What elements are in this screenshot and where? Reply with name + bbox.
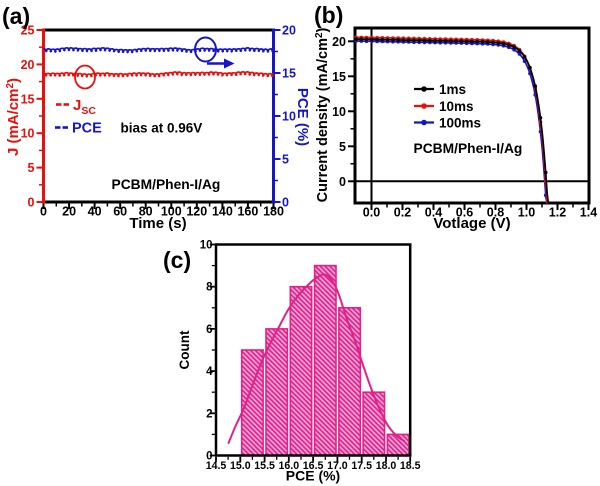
svg-text:0: 0 — [206, 451, 212, 463]
svg-text:10: 10 — [21, 127, 35, 141]
svg-text:16.0: 16.0 — [278, 460, 299, 472]
svg-text:1.4: 1.4 — [580, 206, 597, 220]
svg-text:25: 25 — [21, 24, 35, 38]
svg-text:160: 160 — [237, 205, 258, 219]
svg-text:bias at 0.96V: bias at 0.96V — [121, 121, 203, 136]
svg-text:6: 6 — [206, 324, 212, 336]
svg-text:0: 0 — [282, 196, 289, 210]
svg-text:17.5: 17.5 — [351, 460, 372, 472]
svg-text:100: 100 — [161, 205, 182, 219]
svg-text:18.5: 18.5 — [400, 460, 421, 472]
svg-text:PCBM/Phen-I/Ag: PCBM/Phen-I/Ag — [414, 141, 523, 156]
svg-text:PCE: PCE — [72, 121, 102, 137]
svg-text:10: 10 — [332, 105, 346, 119]
svg-text:120: 120 — [186, 205, 207, 219]
svg-text:20: 20 — [332, 35, 346, 49]
svg-text:10ms: 10ms — [439, 99, 474, 114]
svg-text:Current density (mA/cm2): Current density (mA/cm2) — [314, 27, 331, 202]
svg-text:14.5: 14.5 — [206, 460, 227, 472]
svg-text:10: 10 — [282, 110, 296, 124]
svg-text:0.0: 0.0 — [363, 206, 380, 220]
svg-text:15: 15 — [21, 92, 35, 106]
svg-text:4: 4 — [206, 366, 213, 378]
svg-text:100ms: 100ms — [439, 116, 481, 131]
svg-text:(a): (a) — [2, 3, 30, 29]
svg-text:17.0: 17.0 — [327, 460, 348, 472]
svg-text:18.0: 18.0 — [376, 460, 397, 472]
svg-text:15: 15 — [332, 70, 346, 84]
svg-text:80: 80 — [139, 205, 153, 219]
svg-text:1.2: 1.2 — [549, 206, 566, 220]
svg-text:15.0: 15.0 — [230, 460, 251, 472]
svg-text:0.4: 0.4 — [425, 206, 442, 220]
svg-text:(b): (b) — [314, 2, 343, 28]
svg-text:2: 2 — [206, 408, 212, 420]
svg-text:0: 0 — [40, 205, 47, 219]
svg-text:1.0: 1.0 — [518, 206, 535, 220]
svg-text:15: 15 — [282, 67, 296, 81]
svg-text:60: 60 — [113, 205, 127, 219]
svg-text:0: 0 — [28, 196, 35, 210]
svg-text:1ms: 1ms — [439, 82, 466, 97]
svg-text:40: 40 — [88, 205, 102, 219]
svg-text:20: 20 — [282, 24, 296, 38]
svg-text:Count: Count — [177, 330, 192, 369]
svg-text:Votlage (V): Votlage (V) — [433, 215, 510, 232]
svg-text:20: 20 — [62, 205, 76, 219]
svg-text:0.8: 0.8 — [487, 206, 504, 220]
svg-text:0.2: 0.2 — [394, 206, 411, 220]
svg-text:PCE (%): PCE (%) — [294, 88, 311, 146]
svg-text:(c): (c) — [163, 247, 191, 273]
svg-text:PCBM/Phen-I/Ag: PCBM/Phen-I/Ag — [112, 177, 221, 192]
svg-text:15.5: 15.5 — [254, 460, 275, 472]
svg-text:8: 8 — [206, 282, 213, 294]
svg-text:5: 5 — [282, 153, 289, 167]
svg-text:0: 0 — [339, 175, 346, 189]
svg-text:0.6: 0.6 — [456, 206, 473, 220]
svg-text:180: 180 — [263, 205, 284, 219]
svg-text:J (mA/cm2): J (mA/cm2) — [5, 78, 22, 156]
svg-text:PCE (%): PCE (%) — [286, 468, 340, 484]
svg-text:5: 5 — [339, 140, 346, 154]
svg-text:140: 140 — [212, 205, 233, 219]
svg-text:16.5: 16.5 — [303, 460, 324, 472]
svg-text:JSC: JSC — [73, 97, 96, 117]
svg-text:20: 20 — [21, 58, 35, 72]
svg-text:10: 10 — [200, 240, 213, 252]
svg-text:5: 5 — [28, 161, 35, 175]
svg-text:Time (s): Time (s) — [129, 215, 186, 232]
